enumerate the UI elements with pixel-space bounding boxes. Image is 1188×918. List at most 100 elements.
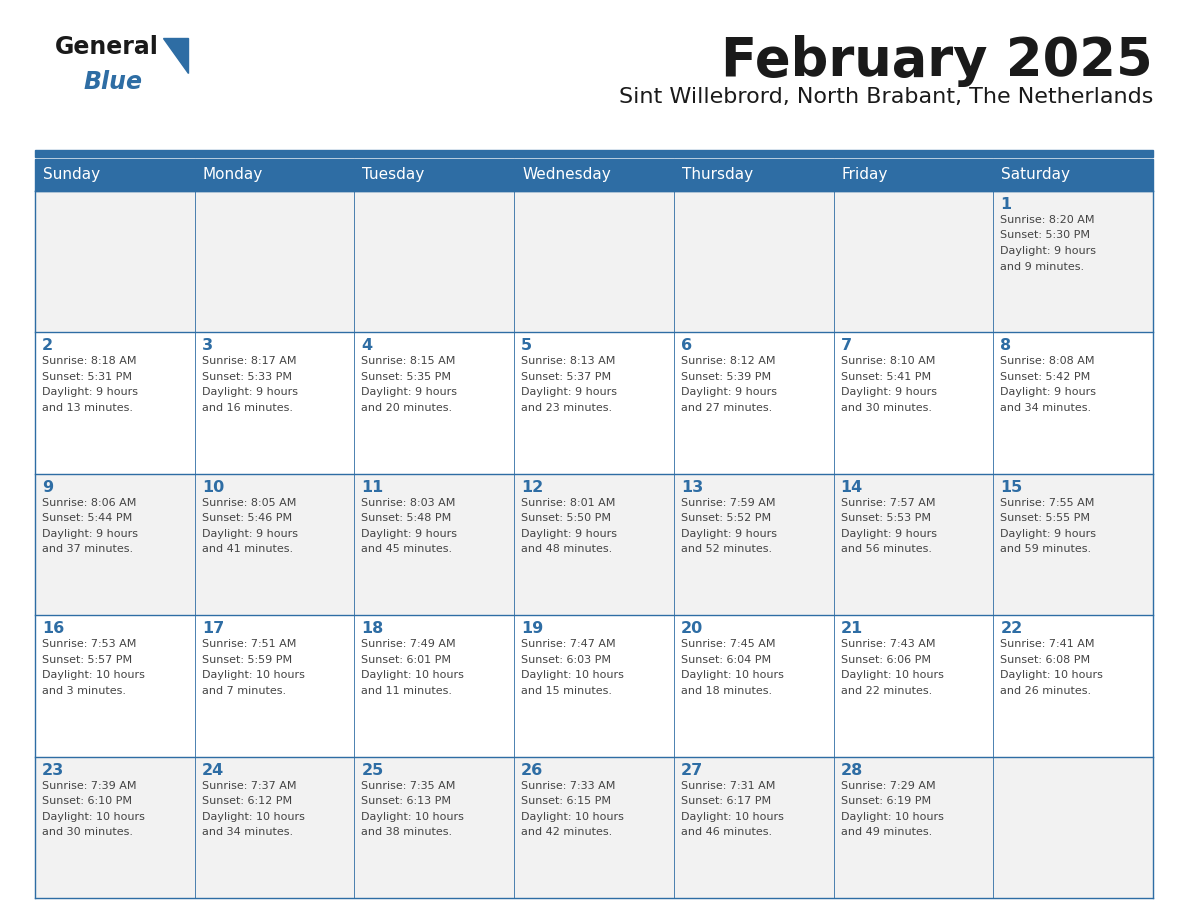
Text: Sunset: 6:08 PM: Sunset: 6:08 PM (1000, 655, 1091, 665)
Text: Sunset: 5:46 PM: Sunset: 5:46 PM (202, 513, 292, 523)
Text: Daylight: 9 hours: Daylight: 9 hours (522, 387, 617, 397)
Text: Sunrise: 7:35 AM: Sunrise: 7:35 AM (361, 780, 456, 790)
Bar (354, 332, 514, 474)
Text: 22: 22 (1000, 621, 1023, 636)
Text: Sunset: 5:52 PM: Sunset: 5:52 PM (681, 513, 771, 523)
Text: 24: 24 (202, 763, 225, 778)
Text: 16: 16 (42, 621, 64, 636)
Text: Daylight: 9 hours: Daylight: 9 hours (202, 387, 298, 397)
Text: Sunrise: 7:33 AM: Sunrise: 7:33 AM (522, 780, 615, 790)
Text: Daylight: 9 hours: Daylight: 9 hours (361, 387, 457, 397)
Text: 27: 27 (681, 763, 703, 778)
Bar (514, 191, 674, 332)
Text: 18: 18 (361, 621, 384, 636)
Text: 23: 23 (42, 763, 64, 778)
Text: Sunset: 6:17 PM: Sunset: 6:17 PM (681, 796, 771, 806)
Bar (195, 615, 354, 756)
Text: Wednesday: Wednesday (523, 167, 611, 183)
Text: Sunset: 5:31 PM: Sunset: 5:31 PM (42, 372, 132, 382)
Text: 2: 2 (42, 339, 53, 353)
Text: Sunset: 6:01 PM: Sunset: 6:01 PM (361, 655, 451, 665)
Text: and 18 minutes.: and 18 minutes. (681, 686, 772, 696)
Text: and 42 minutes.: and 42 minutes. (522, 827, 612, 837)
Text: Daylight: 10 hours: Daylight: 10 hours (1000, 670, 1104, 680)
Text: February 2025: February 2025 (721, 35, 1154, 87)
Text: and 30 minutes.: and 30 minutes. (42, 827, 133, 837)
Text: Daylight: 9 hours: Daylight: 9 hours (522, 529, 617, 539)
Text: and 23 minutes.: and 23 minutes. (522, 403, 612, 413)
Bar (195, 191, 354, 332)
Bar (834, 332, 993, 474)
Text: and 9 minutes.: and 9 minutes. (1000, 262, 1085, 272)
Text: Sunday: Sunday (43, 167, 100, 183)
Text: 10: 10 (202, 480, 225, 495)
Text: Sunset: 5:59 PM: Sunset: 5:59 PM (202, 655, 292, 665)
Text: 12: 12 (522, 480, 543, 495)
Text: Sunrise: 8:10 AM: Sunrise: 8:10 AM (841, 356, 935, 366)
Text: and 3 minutes.: and 3 minutes. (42, 686, 126, 696)
Bar (34, 150, 1154, 157)
Text: Sunset: 6:15 PM: Sunset: 6:15 PM (522, 796, 611, 806)
Text: Daylight: 10 hours: Daylight: 10 hours (42, 670, 145, 680)
Text: Sunrise: 8:03 AM: Sunrise: 8:03 AM (361, 498, 456, 508)
Text: Sunset: 6:19 PM: Sunset: 6:19 PM (841, 796, 930, 806)
Bar (354, 191, 514, 332)
Text: Daylight: 9 hours: Daylight: 9 hours (361, 529, 457, 539)
Text: Sunrise: 7:43 AM: Sunrise: 7:43 AM (841, 639, 935, 649)
Text: Sunrise: 8:08 AM: Sunrise: 8:08 AM (1000, 356, 1095, 366)
Text: and 45 minutes.: and 45 minutes. (361, 544, 453, 554)
Bar (195, 159, 354, 191)
Text: Sunset: 5:50 PM: Sunset: 5:50 PM (522, 513, 611, 523)
Text: Daylight: 10 hours: Daylight: 10 hours (202, 812, 304, 822)
Text: Sunset: 5:42 PM: Sunset: 5:42 PM (1000, 372, 1091, 382)
Bar (195, 332, 354, 474)
Polygon shape (163, 38, 188, 73)
Bar (34, 474, 195, 615)
Text: Daylight: 9 hours: Daylight: 9 hours (1000, 246, 1097, 256)
Text: 20: 20 (681, 621, 703, 636)
Bar (834, 474, 993, 615)
Text: Sunrise: 8:15 AM: Sunrise: 8:15 AM (361, 356, 456, 366)
Text: Sunset: 5:53 PM: Sunset: 5:53 PM (841, 513, 930, 523)
Text: 6: 6 (681, 339, 691, 353)
Text: Daylight: 9 hours: Daylight: 9 hours (841, 529, 936, 539)
Text: Sunrise: 7:53 AM: Sunrise: 7:53 AM (42, 639, 137, 649)
Text: 11: 11 (361, 480, 384, 495)
Text: and 52 minutes.: and 52 minutes. (681, 544, 772, 554)
Text: General: General (55, 35, 159, 59)
Text: Daylight: 9 hours: Daylight: 9 hours (42, 529, 138, 539)
Text: and 59 minutes.: and 59 minutes. (1000, 544, 1092, 554)
Text: Daylight: 9 hours: Daylight: 9 hours (681, 387, 777, 397)
Text: Sunset: 5:30 PM: Sunset: 5:30 PM (1000, 230, 1091, 241)
Bar (674, 191, 834, 332)
Text: 8: 8 (1000, 339, 1011, 353)
Bar (354, 159, 514, 191)
Bar (674, 159, 834, 191)
Text: 17: 17 (202, 621, 225, 636)
Text: Sunrise: 7:55 AM: Sunrise: 7:55 AM (1000, 498, 1094, 508)
Text: Sunrise: 8:20 AM: Sunrise: 8:20 AM (1000, 215, 1095, 225)
Bar (834, 159, 993, 191)
Text: 14: 14 (841, 480, 862, 495)
Bar (674, 756, 834, 898)
Text: and 37 minutes.: and 37 minutes. (42, 544, 133, 554)
Text: and 13 minutes.: and 13 minutes. (42, 403, 133, 413)
Bar (834, 191, 993, 332)
Text: Friday: Friday (841, 167, 887, 183)
Bar (195, 756, 354, 898)
Text: Daylight: 10 hours: Daylight: 10 hours (681, 812, 784, 822)
Text: Daylight: 10 hours: Daylight: 10 hours (841, 812, 943, 822)
Bar (834, 756, 993, 898)
Text: Sunset: 5:41 PM: Sunset: 5:41 PM (841, 372, 930, 382)
Text: Daylight: 9 hours: Daylight: 9 hours (202, 529, 298, 539)
Text: and 22 minutes.: and 22 minutes. (841, 686, 931, 696)
Bar (514, 159, 674, 191)
Text: Sunrise: 8:06 AM: Sunrise: 8:06 AM (42, 498, 137, 508)
Text: and 15 minutes.: and 15 minutes. (522, 686, 612, 696)
Bar (354, 615, 514, 756)
Text: Sunrise: 7:45 AM: Sunrise: 7:45 AM (681, 639, 776, 649)
Bar (674, 332, 834, 474)
Text: Sunset: 5:35 PM: Sunset: 5:35 PM (361, 372, 451, 382)
Text: Daylight: 10 hours: Daylight: 10 hours (42, 812, 145, 822)
Text: Sunset: 5:48 PM: Sunset: 5:48 PM (361, 513, 451, 523)
